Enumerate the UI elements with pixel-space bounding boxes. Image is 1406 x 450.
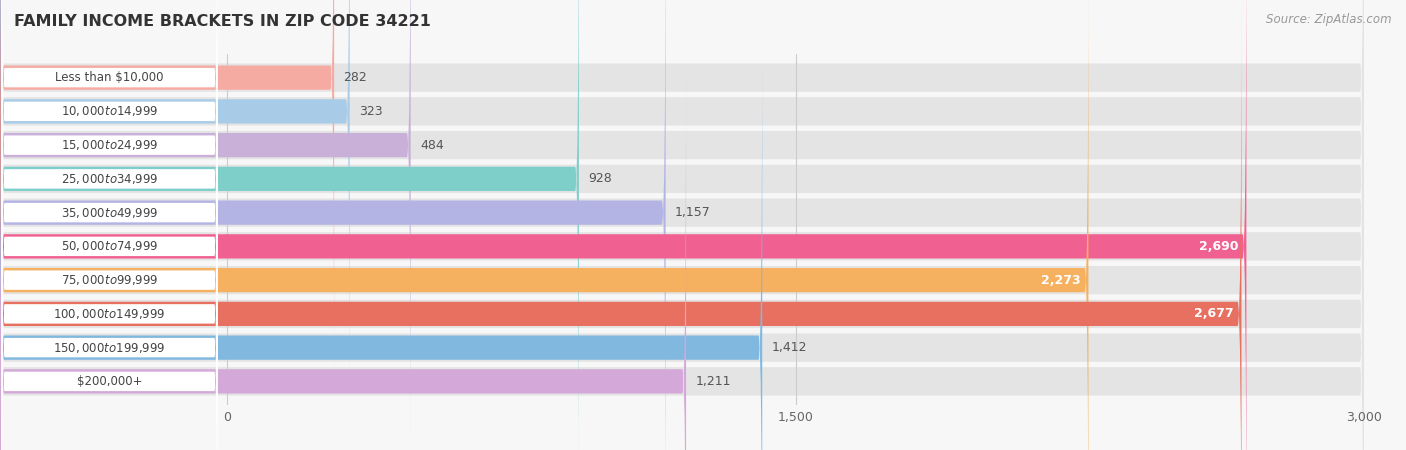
- Text: $75,000 to $99,999: $75,000 to $99,999: [60, 273, 159, 287]
- FancyBboxPatch shape: [0, 0, 350, 436]
- FancyBboxPatch shape: [1, 0, 218, 372]
- Text: $150,000 to $199,999: $150,000 to $199,999: [53, 341, 166, 355]
- FancyBboxPatch shape: [0, 58, 1364, 450]
- FancyBboxPatch shape: [0, 0, 1364, 450]
- FancyBboxPatch shape: [0, 56, 686, 450]
- FancyBboxPatch shape: [1, 0, 218, 450]
- Text: $15,000 to $24,999: $15,000 to $24,999: [60, 138, 159, 152]
- Text: 2,690: 2,690: [1199, 240, 1239, 253]
- Text: 1,412: 1,412: [772, 341, 807, 354]
- Text: $10,000 to $14,999: $10,000 to $14,999: [60, 104, 159, 118]
- Text: $35,000 to $49,999: $35,000 to $49,999: [60, 206, 159, 220]
- FancyBboxPatch shape: [0, 0, 1364, 450]
- FancyBboxPatch shape: [0, 0, 1364, 450]
- Text: $100,000 to $149,999: $100,000 to $149,999: [53, 307, 166, 321]
- FancyBboxPatch shape: [0, 0, 1364, 450]
- FancyBboxPatch shape: [1, 20, 218, 450]
- Text: $200,000+: $200,000+: [77, 375, 142, 388]
- FancyBboxPatch shape: [1, 87, 218, 450]
- FancyBboxPatch shape: [0, 0, 579, 450]
- FancyBboxPatch shape: [1, 54, 218, 450]
- Text: $25,000 to $34,999: $25,000 to $34,999: [60, 172, 159, 186]
- FancyBboxPatch shape: [0, 0, 665, 450]
- FancyBboxPatch shape: [0, 0, 1241, 450]
- Text: 282: 282: [343, 71, 367, 84]
- Text: 2,677: 2,677: [1194, 307, 1234, 320]
- Text: Source: ZipAtlas.com: Source: ZipAtlas.com: [1267, 14, 1392, 27]
- FancyBboxPatch shape: [0, 0, 1364, 401]
- FancyBboxPatch shape: [0, 0, 335, 403]
- FancyBboxPatch shape: [0, 24, 1364, 450]
- Text: $50,000 to $74,999: $50,000 to $74,999: [60, 239, 159, 253]
- FancyBboxPatch shape: [1, 0, 218, 450]
- Text: 323: 323: [359, 105, 382, 118]
- FancyBboxPatch shape: [0, 0, 1364, 450]
- FancyBboxPatch shape: [1, 0, 218, 439]
- Text: 1,157: 1,157: [675, 206, 711, 219]
- Text: 928: 928: [588, 172, 612, 185]
- FancyBboxPatch shape: [0, 0, 1246, 450]
- FancyBboxPatch shape: [0, 0, 1088, 450]
- FancyBboxPatch shape: [1, 0, 218, 405]
- Text: 1,211: 1,211: [696, 375, 731, 388]
- Text: 2,273: 2,273: [1042, 274, 1081, 287]
- FancyBboxPatch shape: [0, 0, 1364, 435]
- Text: 484: 484: [420, 139, 444, 152]
- FancyBboxPatch shape: [0, 0, 1364, 450]
- Text: Less than $10,000: Less than $10,000: [55, 71, 163, 84]
- FancyBboxPatch shape: [0, 0, 411, 450]
- FancyBboxPatch shape: [1, 0, 218, 338]
- FancyBboxPatch shape: [1, 121, 218, 450]
- Text: FAMILY INCOME BRACKETS IN ZIP CODE 34221: FAMILY INCOME BRACKETS IN ZIP CODE 34221: [14, 14, 430, 28]
- FancyBboxPatch shape: [0, 22, 762, 450]
